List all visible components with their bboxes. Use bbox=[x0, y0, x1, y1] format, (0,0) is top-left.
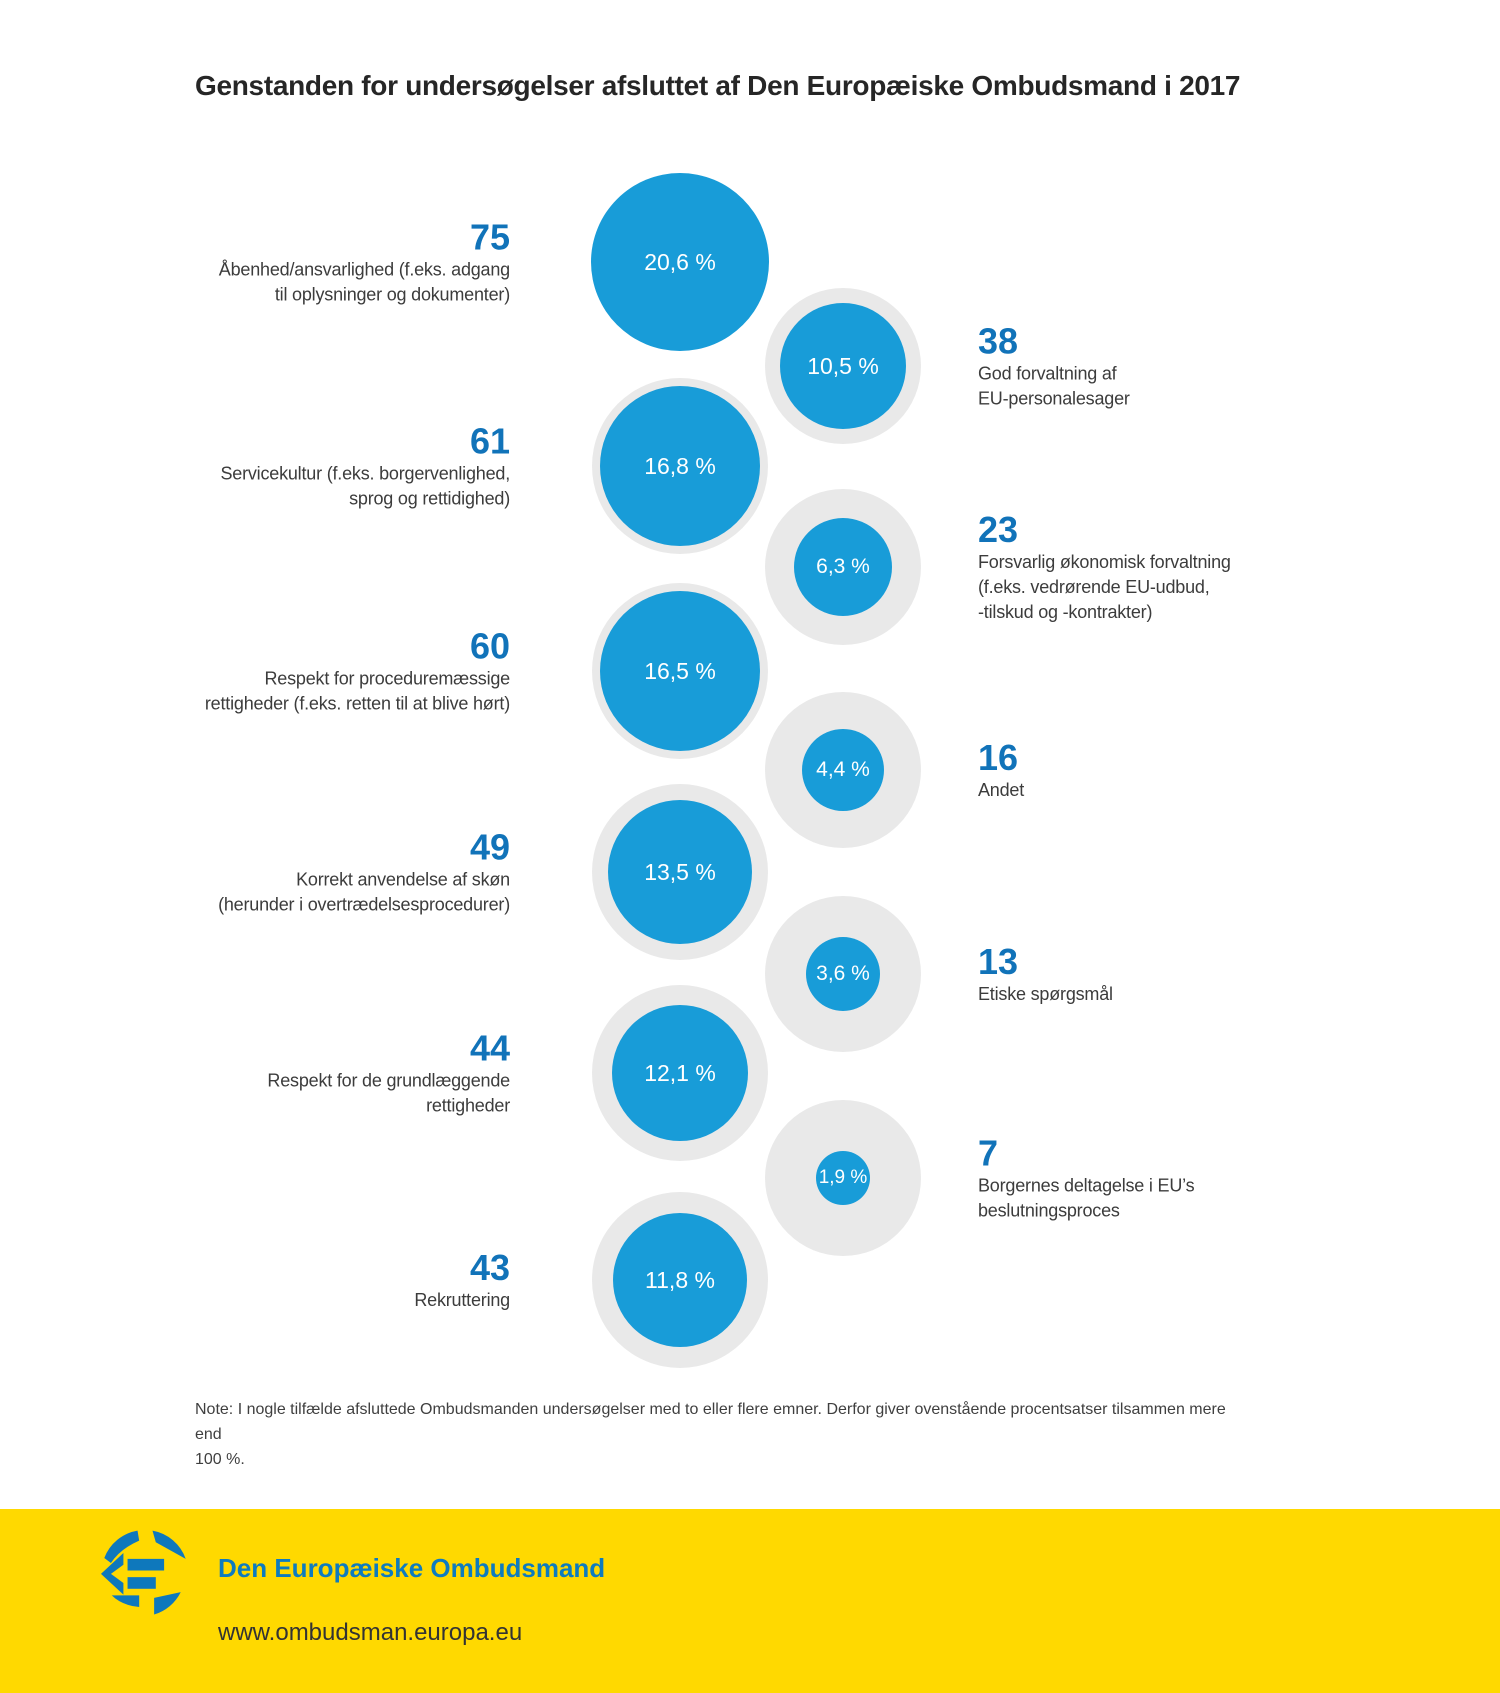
item-text: 61 Servicekultur (f.eks. borgervenlighed,… bbox=[100, 420, 510, 511]
item-count: 13 bbox=[978, 940, 1019, 982]
chart-title: Genstanden for undersøgelser afsluttet a… bbox=[195, 70, 1241, 101]
bubble: 16,8 % bbox=[600, 386, 760, 546]
item-text: 38 God forvaltning af EU-personalesager bbox=[978, 320, 1418, 411]
item-count: 60 bbox=[469, 625, 510, 667]
item-label: Åbenhed/ansvarlighed (f.eks. adgang til … bbox=[218, 259, 510, 305]
european-ombudsman-logo bbox=[100, 1530, 186, 1615]
bubble: 16,5 % bbox=[600, 591, 760, 751]
item-count: 7 bbox=[978, 1132, 999, 1174]
item-label: God forvaltning af EU-personalesager bbox=[978, 363, 1130, 409]
item-label: Forsvarlig økonomisk forvaltning (f.eks.… bbox=[978, 552, 1231, 623]
bubble: 4,4 % bbox=[802, 729, 884, 811]
item-count: 38 bbox=[978, 320, 1019, 362]
bubble: 20,6 % bbox=[591, 173, 769, 351]
bubble-percent-label: 11,8 % bbox=[645, 1266, 715, 1293]
bubble: 10,5 % bbox=[780, 303, 906, 429]
bubble-percent-label: 16,5 % bbox=[644, 657, 716, 684]
bubble: 3,6 % bbox=[806, 937, 880, 1011]
item-text: 16 Andet bbox=[978, 737, 1418, 803]
item-count: 49 bbox=[469, 826, 510, 868]
footer-org-name: Den Europæiske Ombudsmand bbox=[218, 1553, 606, 1583]
bubble: 11,8 % bbox=[613, 1213, 747, 1347]
item-label: Respekt for de grundlæggende rettigheder bbox=[267, 1070, 510, 1116]
bubble-percent-label: 1,9 % bbox=[818, 1167, 868, 1188]
item-text: 7 Borgernes deltagelse i EU’s beslutnings… bbox=[978, 1132, 1418, 1223]
bubble-percent-label: 3,6 % bbox=[816, 962, 870, 985]
bubble-percent-label: 13,5 % bbox=[644, 858, 716, 885]
item-count: 16 bbox=[978, 736, 1019, 778]
bubble-percent-label: 16,8 % bbox=[644, 452, 716, 479]
bubble-percent-label: 12,1 % bbox=[644, 1059, 716, 1086]
bubble: 6,3 % bbox=[794, 518, 892, 616]
item-text: 43 Rekruttering bbox=[100, 1247, 510, 1313]
item-count: 61 bbox=[469, 420, 510, 462]
item-text: 60 Respekt for proceduremæssige rettighed… bbox=[100, 625, 510, 716]
item-count: 23 bbox=[978, 509, 1019, 551]
item-label: Etiske spørgsmål bbox=[978, 984, 1113, 1005]
bubble: 13,5 % bbox=[608, 800, 752, 944]
item-label: Korrekt anvendelse af skøn (herunder i o… bbox=[218, 869, 510, 915]
item-label: Borgernes deltagelse i EU’s beslutningsp… bbox=[978, 1175, 1195, 1221]
item-label: Servicekultur (f.eks. borgervenlighed, s… bbox=[220, 463, 510, 509]
item-count: 75 bbox=[469, 216, 510, 258]
footer-band: Den Europæiske Ombudsmand www.ombudsman.… bbox=[0, 1509, 1500, 1693]
item-text: 44 Respekt for de grundlæggende rettighed… bbox=[100, 1027, 510, 1118]
item-label: Respekt for proceduremæssige rettigheder… bbox=[204, 668, 510, 714]
bubble: 1,9 % bbox=[816, 1151, 870, 1205]
item-label: Rekruttering bbox=[414, 1290, 510, 1311]
footnote: Note: I nogle tilfælde afsluttede Ombuds… bbox=[195, 1401, 1226, 1468]
bubble-percent-label: 4,4 % bbox=[816, 758, 870, 781]
bubble: 12,1 % bbox=[612, 1005, 748, 1141]
bubble-percent-label: 20,6 % bbox=[644, 248, 716, 275]
bubble-percent-label: 6,3 % bbox=[816, 555, 870, 578]
item-text: 23 Forsvarlig økonomisk forvaltning (f.ek… bbox=[978, 509, 1418, 625]
item-text: 75 Åbenhed/ansvarlighed (f.eks. adgang ti… bbox=[100, 216, 510, 307]
item-count: 43 bbox=[469, 1246, 510, 1288]
bubble-percent-label: 10,5 % bbox=[807, 352, 879, 379]
footer-url: www.ombudsman.europa.eu bbox=[218, 1619, 523, 1646]
item-text: 13 Etiske spørgsmål bbox=[978, 941, 1418, 1007]
item-text: 49 Korrekt anvendelse af skøn (herunder i… bbox=[100, 826, 510, 917]
item-count: 44 bbox=[469, 1027, 510, 1069]
item-label: Andet bbox=[978, 780, 1025, 801]
